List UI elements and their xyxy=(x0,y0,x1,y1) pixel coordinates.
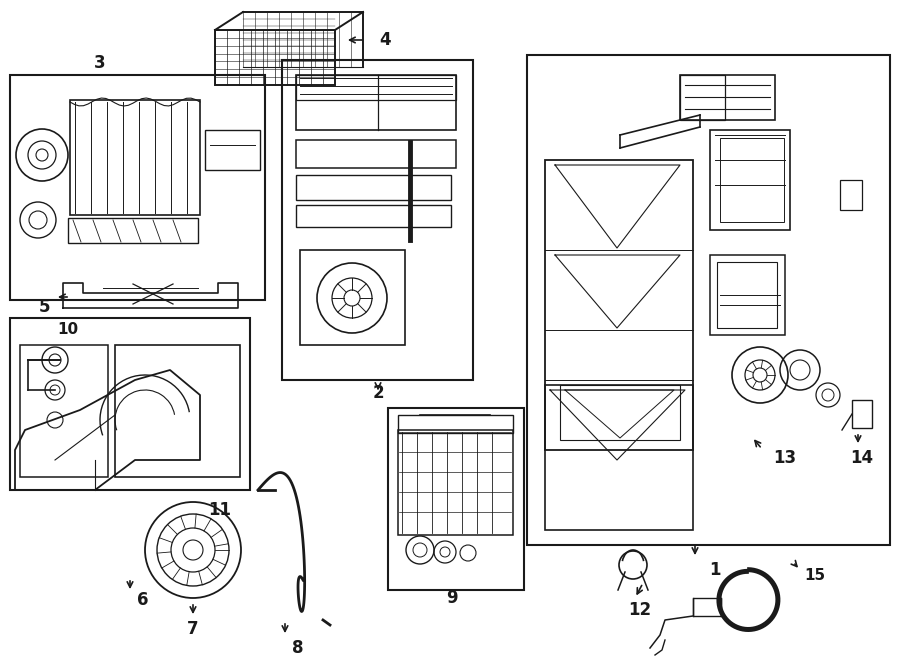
Bar xyxy=(296,175,451,200)
Text: 5: 5 xyxy=(40,298,50,316)
Bar xyxy=(545,385,693,530)
Bar xyxy=(70,100,200,215)
Bar xyxy=(545,160,693,450)
Bar xyxy=(20,345,108,477)
Bar xyxy=(398,415,513,433)
Bar xyxy=(840,180,862,210)
Text: 15: 15 xyxy=(805,567,825,583)
Bar xyxy=(296,140,456,168)
Text: 9: 9 xyxy=(446,589,458,607)
Text: 8: 8 xyxy=(292,639,304,657)
Text: 10: 10 xyxy=(58,322,78,338)
Text: 4: 4 xyxy=(379,31,391,49)
Bar xyxy=(215,30,335,85)
Bar xyxy=(296,205,451,227)
Bar xyxy=(560,385,680,440)
Bar xyxy=(300,250,405,345)
Text: 1: 1 xyxy=(709,561,721,579)
Bar xyxy=(205,130,260,170)
Bar xyxy=(710,255,785,335)
Text: 14: 14 xyxy=(850,449,874,467)
Bar xyxy=(720,138,784,222)
Bar xyxy=(527,55,890,545)
Bar xyxy=(388,408,524,590)
Bar xyxy=(10,318,250,490)
Bar xyxy=(68,218,198,243)
Bar xyxy=(115,345,240,477)
Text: 12: 12 xyxy=(628,601,652,619)
Bar xyxy=(10,75,265,300)
Bar xyxy=(680,75,725,120)
Bar xyxy=(296,75,456,130)
Text: 11: 11 xyxy=(209,501,231,519)
Bar xyxy=(717,262,777,328)
Text: 13: 13 xyxy=(773,449,796,467)
Bar xyxy=(852,400,872,428)
Text: 2: 2 xyxy=(373,384,383,402)
Text: 3: 3 xyxy=(94,54,106,72)
Text: 6: 6 xyxy=(137,591,148,609)
Text: 7: 7 xyxy=(187,620,199,638)
Bar xyxy=(398,430,513,535)
Bar xyxy=(296,75,456,100)
Bar xyxy=(710,130,790,230)
Bar xyxy=(680,75,775,120)
Bar xyxy=(693,598,721,616)
Bar xyxy=(282,60,473,380)
